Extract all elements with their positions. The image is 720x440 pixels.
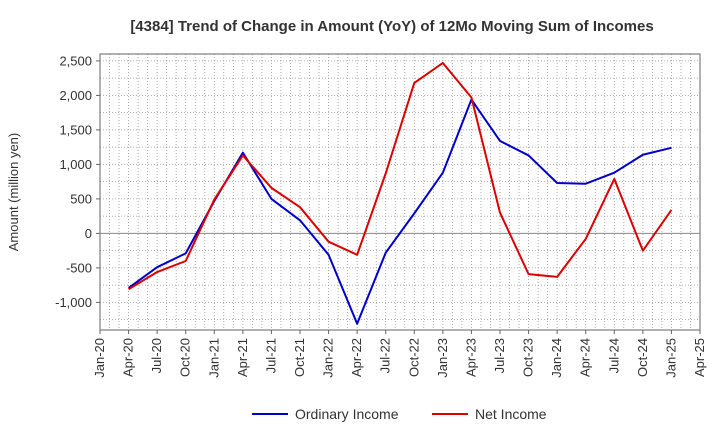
x-tick-label: Apr-20 [121, 338, 136, 377]
legend: Ordinary Income Net Income [252, 406, 547, 422]
x-tick-label: Oct-24 [635, 338, 650, 377]
x-tick-label: Jul-23 [492, 338, 507, 373]
y-tick-label: 2,500 [59, 53, 92, 68]
x-tick-label: Jul-21 [263, 338, 278, 373]
x-tick-label: Apr-24 [578, 338, 593, 377]
series-line-net-income [128, 61, 673, 291]
x-tick-label: Jul-22 [378, 338, 393, 373]
x-tick-label: Apr-21 [235, 338, 250, 377]
legend-label-net-income: Net Income [475, 406, 547, 422]
x-tick-label: Jan-23 [435, 338, 450, 378]
y-tick-label: -500 [66, 260, 92, 275]
y-tick-label: -1,000 [55, 295, 92, 310]
y-axis-label: Amount (million yen) [6, 133, 21, 252]
y-tick-label: 2,000 [59, 88, 92, 103]
x-axis-ticks: Jan-20 Apr-20 Jul-20 Oct-20 Jan-21 Apr-21 Jul-… [92, 330, 707, 378]
x-tick-label: Oct-22 [406, 338, 421, 377]
legend-label-ordinary-income: Ordinary Income [295, 406, 399, 422]
y-axis-ticks: -1,000 -500 0 500 1,000 1,500 2,000 2,500 [55, 53, 100, 310]
y-tick-label: 1,000 [59, 157, 92, 172]
y-tick-label: 500 [70, 191, 92, 206]
x-tick-label: Oct-23 [521, 338, 536, 377]
x-tick-label: Jan-25 [663, 338, 678, 378]
x-tick-label: Oct-21 [292, 338, 307, 377]
x-tick-label: Jan-24 [549, 338, 564, 378]
x-tick-label: Jan-22 [321, 338, 336, 378]
y-tick-label: 1,500 [59, 122, 92, 137]
x-tick-label: Apr-22 [349, 338, 364, 377]
x-tick-label: Apr-25 [692, 338, 707, 377]
x-tick-label: Jul-24 [606, 338, 621, 373]
series-line-ordinary-income [127, 98, 672, 325]
x-tick-label: Oct-20 [178, 338, 193, 377]
plot-area [99, 53, 701, 331]
x-tick-label: Jan-20 [92, 338, 107, 378]
x-tick-label: Jul-20 [149, 338, 164, 373]
y-tick-label: 0 [85, 226, 92, 241]
grid [100, 54, 700, 330]
series-group [127, 61, 673, 325]
x-tick-label: Jan-21 [206, 338, 221, 378]
x-tick-label: Apr-23 [463, 338, 478, 377]
chart-title: [4384] Trend of Change in Amount (YoY) o… [130, 18, 653, 35]
